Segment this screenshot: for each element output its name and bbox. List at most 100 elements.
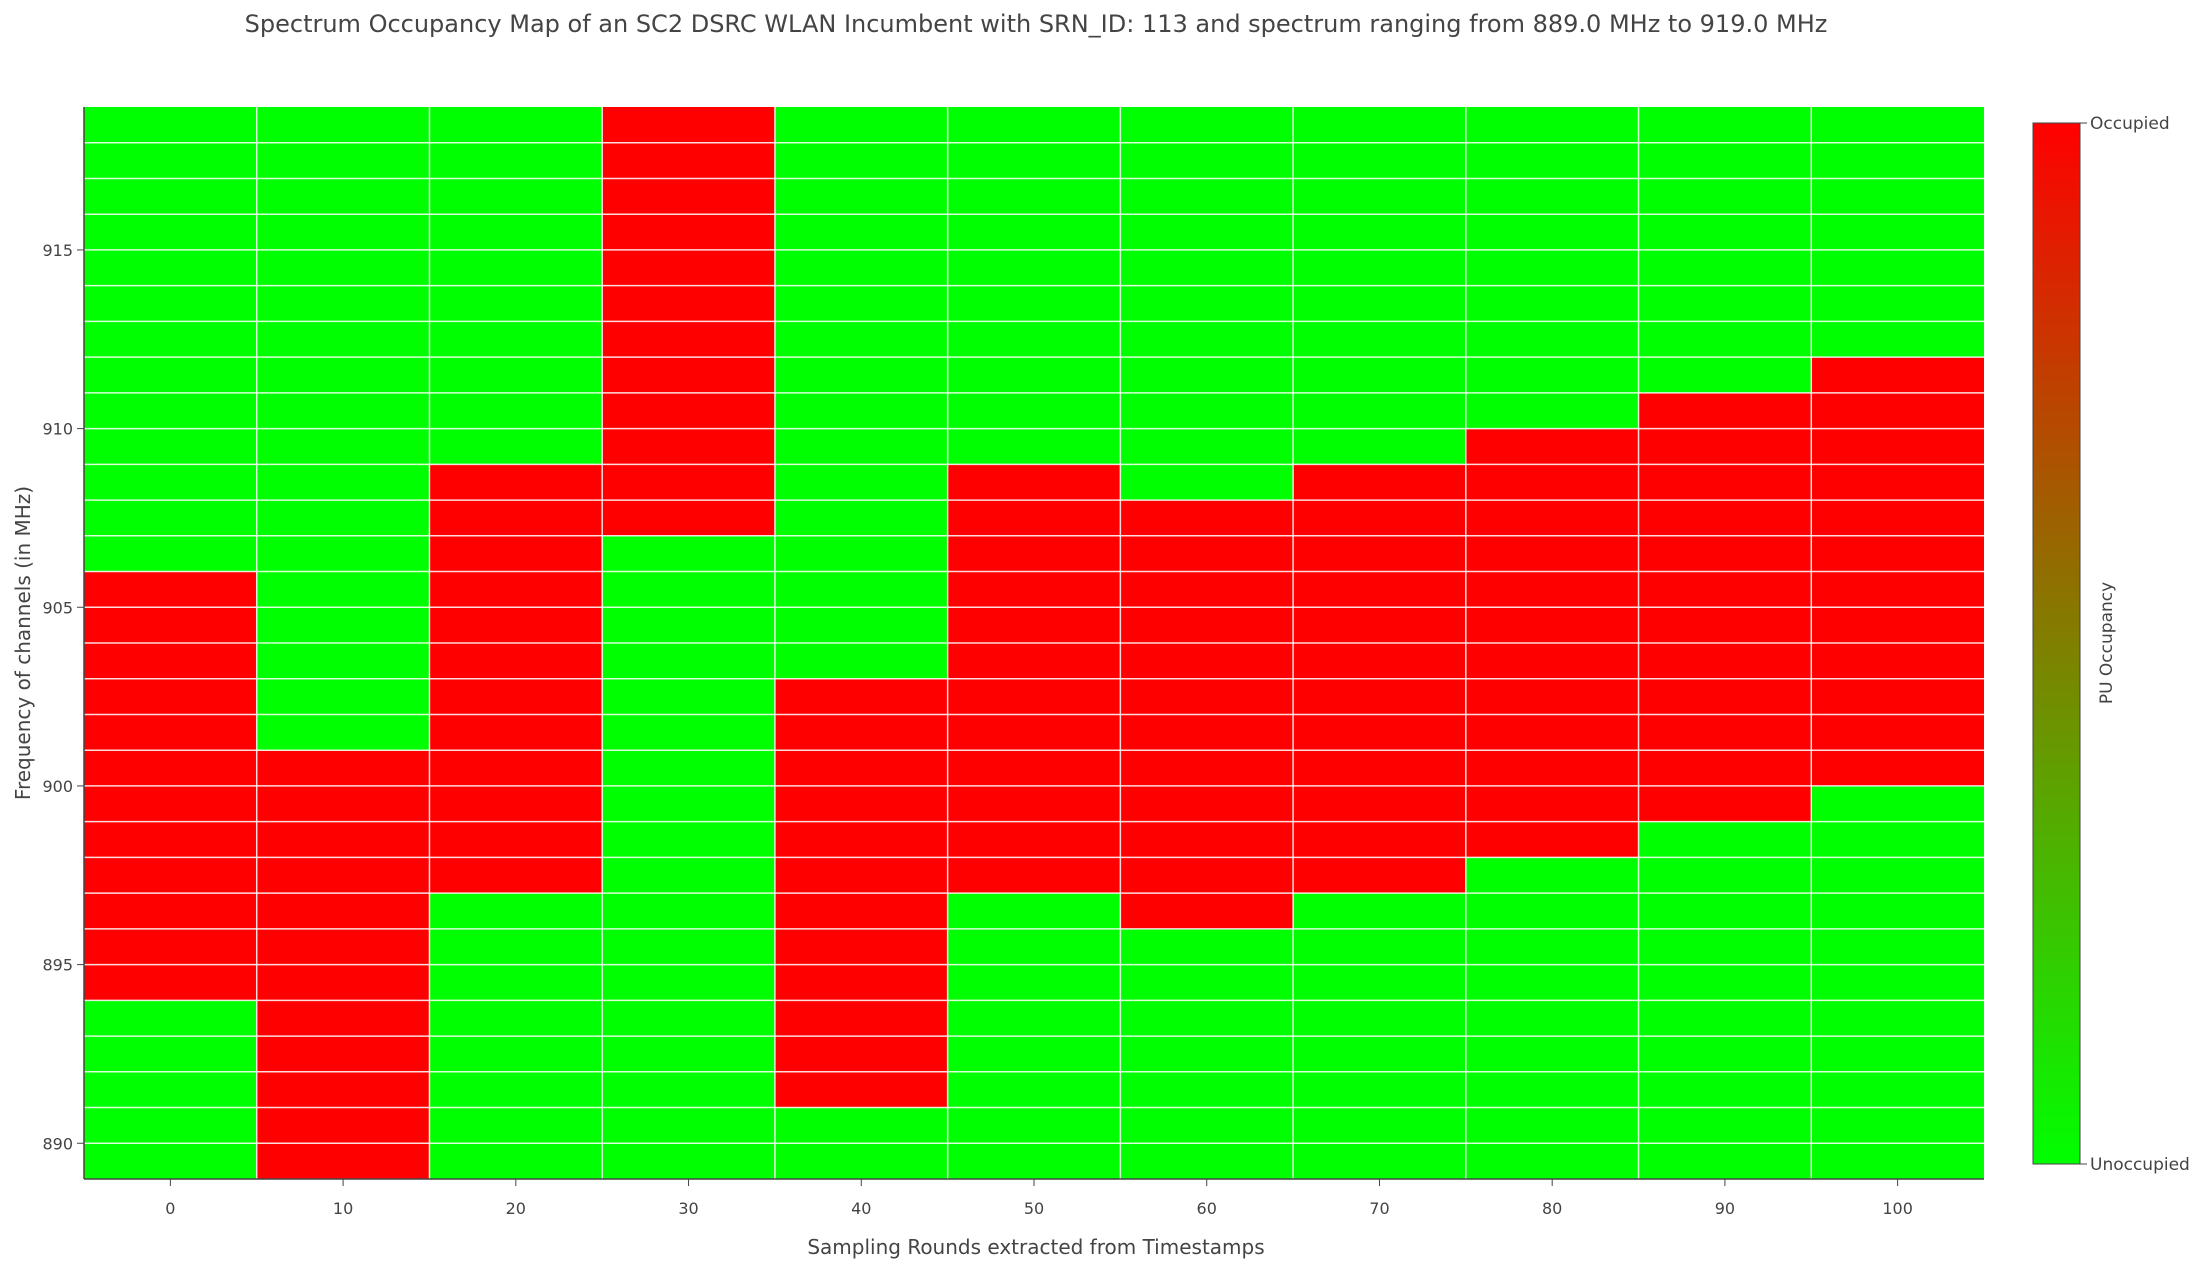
heatmap-cell-occupied xyxy=(1120,535,1294,572)
heatmap-cell-unoccupied xyxy=(1638,821,1812,858)
heatmap-cell-occupied xyxy=(1811,428,1984,465)
heatmap-cell-unoccupied xyxy=(1293,893,1466,929)
heatmap-cell-occupied xyxy=(1293,857,1466,894)
heatmap-cell-occupied xyxy=(429,678,603,715)
heatmap-cell-occupied xyxy=(1638,428,1812,465)
heatmap-cell-unoccupied xyxy=(947,964,1121,1001)
heatmap-cell-unoccupied xyxy=(602,607,775,643)
heatmap-cell-unoccupied xyxy=(947,1000,1121,1037)
heatmap-cell-occupied xyxy=(84,964,257,1001)
heatmap-cell-unoccupied xyxy=(84,321,257,358)
heatmap-cell-unoccupied xyxy=(602,643,775,679)
heatmap-cell-occupied xyxy=(429,821,603,858)
heatmap-cell-unoccupied xyxy=(84,1000,257,1037)
heatmap-cell-unoccupied xyxy=(1120,107,1294,143)
heatmap-cell-unoccupied xyxy=(1465,928,1639,965)
heatmap-cell-unoccupied xyxy=(1293,964,1466,1001)
heatmap-cell-unoccupied xyxy=(256,142,430,179)
heatmap-cell-occupied xyxy=(1120,893,1294,929)
heatmap-cell-unoccupied xyxy=(602,1000,775,1037)
heatmap-cell-unoccupied xyxy=(1811,928,1984,965)
heatmap-cell-occupied xyxy=(1811,464,1984,501)
heatmap-cell-occupied xyxy=(1293,535,1466,572)
heatmap-cell-unoccupied xyxy=(774,107,948,143)
heatmap-cell-unoccupied xyxy=(774,321,948,358)
heatmap-cell-occupied xyxy=(602,357,775,393)
heatmap-cell-unoccupied xyxy=(602,678,775,715)
heatmap-cell-unoccupied xyxy=(1465,321,1639,358)
heatmap-cell-unoccupied xyxy=(602,928,775,965)
heatmap-cell-occupied xyxy=(1638,392,1812,429)
heatmap-cell-unoccupied xyxy=(1120,1036,1294,1072)
heatmap-cell-unoccupied xyxy=(774,535,948,572)
x-tick-label: 20 xyxy=(506,1199,526,1218)
heatmap-cell-unoccupied xyxy=(774,142,948,179)
x-tick-label: 0 xyxy=(165,1199,175,1218)
heatmap-cell-occupied xyxy=(774,821,948,858)
heatmap-cell-occupied xyxy=(947,821,1121,858)
x-tick-label: 40 xyxy=(851,1199,871,1218)
heatmap-cell-occupied xyxy=(1293,571,1466,608)
y-tick-label: 910 xyxy=(42,420,73,439)
heatmap-cell-unoccupied xyxy=(256,714,430,751)
heatmap-cell-unoccupied xyxy=(1638,893,1812,929)
heatmap-cell-unoccupied xyxy=(602,964,775,1001)
heatmap-cell-unoccupied xyxy=(1120,321,1294,358)
heatmap-cell-unoccupied xyxy=(1811,321,1984,358)
chart-title: Spectrum Occupancy Map of an SC2 DSRC WL… xyxy=(245,10,1828,38)
heatmap-cell-unoccupied xyxy=(774,285,948,322)
heatmap-cell-unoccupied xyxy=(256,643,430,679)
heatmap-cell-unoccupied xyxy=(1293,1071,1466,1108)
heatmap-cell-occupied xyxy=(1811,714,1984,751)
heatmap-cell-unoccupied xyxy=(1811,1000,1984,1037)
heatmap-cell-occupied xyxy=(84,785,257,822)
heatmap-cell-unoccupied xyxy=(1293,1107,1466,1144)
colorbar-gradient xyxy=(2032,122,2081,1165)
heatmap-cell-unoccupied xyxy=(1465,893,1639,929)
heatmap-cell-unoccupied xyxy=(84,500,257,536)
heatmap-cell-occupied xyxy=(1638,500,1812,536)
heatmap-cell-unoccupied xyxy=(1638,964,1812,1001)
heatmap-cell-unoccupied xyxy=(1811,107,1984,143)
y-axis-ticks: 890 895 900 905 910 915 xyxy=(42,241,84,1153)
heatmap-cell-unoccupied xyxy=(256,357,430,393)
heatmap-cell-unoccupied xyxy=(1293,142,1466,179)
heatmap-cell-occupied xyxy=(602,392,775,429)
y-tick-label: 895 xyxy=(42,956,73,975)
heatmap-cell-occupied xyxy=(256,928,430,965)
heatmap-cell-unoccupied xyxy=(256,464,430,501)
heatmap-cell-unoccupied xyxy=(1638,857,1812,894)
heatmap-cell-occupied xyxy=(1120,607,1294,643)
heatmap-cell-unoccupied xyxy=(429,321,603,358)
heatmap-cell-occupied xyxy=(84,571,257,608)
heatmap-cell-occupied xyxy=(1811,571,1984,608)
heatmap-cell-unoccupied xyxy=(602,857,775,894)
heatmap-cell-unoccupied xyxy=(947,178,1121,215)
heatmap-cell-occupied xyxy=(429,643,603,679)
heatmap-cell-unoccupied xyxy=(947,1036,1121,1072)
y-tick-label: 915 xyxy=(42,241,73,260)
heatmap-cell-unoccupied xyxy=(774,500,948,536)
heatmap-cell-occupied xyxy=(774,1036,948,1072)
heatmap-cell-occupied xyxy=(256,1143,430,1179)
heatmap-cell-unoccupied xyxy=(429,214,603,250)
heatmap-cell-occupied xyxy=(1293,500,1466,536)
heatmap-cell-unoccupied xyxy=(84,285,257,322)
heatmap-cell-occupied xyxy=(1638,607,1812,643)
heatmap-cell-occupied xyxy=(429,500,603,536)
heatmap-cell-occupied xyxy=(1811,392,1984,429)
heatmap-cell-unoccupied xyxy=(1638,928,1812,965)
heatmap-cell-unoccupied xyxy=(429,357,603,393)
heatmap-cell-unoccupied xyxy=(1465,392,1639,429)
heatmap-cell-unoccupied xyxy=(774,464,948,501)
heatmap-cell-unoccupied xyxy=(1120,357,1294,393)
heatmap-cell-unoccupied xyxy=(1811,249,1984,286)
heatmap-cell-unoccupied xyxy=(84,464,257,501)
heatmap-cell-unoccupied xyxy=(602,1036,775,1072)
heatmap-cell-occupied xyxy=(429,785,603,822)
colorbar: Occupied Unoccupied PU Occupancy xyxy=(2032,114,2190,1175)
heatmap-cell-unoccupied xyxy=(602,1107,775,1144)
heatmap-cell-occupied xyxy=(1293,464,1466,501)
heatmap-cell-unoccupied xyxy=(1465,249,1639,286)
